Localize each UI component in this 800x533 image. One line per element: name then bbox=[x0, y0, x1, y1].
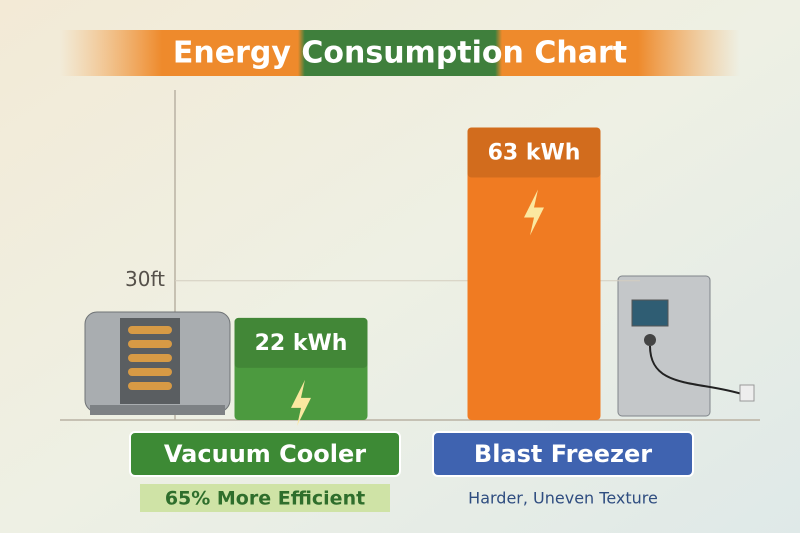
category-box bbox=[432, 431, 694, 477]
blast-freezer-illustration bbox=[617, 275, 755, 417]
annotation: 65% More Efficient bbox=[165, 488, 365, 510]
bar bbox=[234, 317, 368, 420]
title-band bbox=[60, 30, 740, 76]
chart-title: Energy Consumption Chart bbox=[173, 36, 627, 71]
bar bbox=[467, 127, 601, 420]
vacuum-cooler-illustration bbox=[84, 311, 231, 415]
value-label: 63 kWh bbox=[488, 141, 581, 166]
lightning-icon bbox=[524, 189, 544, 236]
x-tick-label: Vacuum Cooler bbox=[164, 440, 366, 468]
category-box bbox=[129, 431, 401, 477]
y-tick-label: 30ft bbox=[125, 267, 165, 291]
value-label: 22 kWh bbox=[255, 331, 348, 356]
annotation-ribbon bbox=[140, 484, 390, 512]
bar-cap bbox=[234, 317, 368, 368]
lightning-icon bbox=[291, 379, 311, 426]
annotation: Harder, Uneven Texture bbox=[468, 489, 658, 508]
bar-cap bbox=[467, 127, 601, 178]
x-tick-label: Blast Freezer bbox=[474, 440, 652, 468]
